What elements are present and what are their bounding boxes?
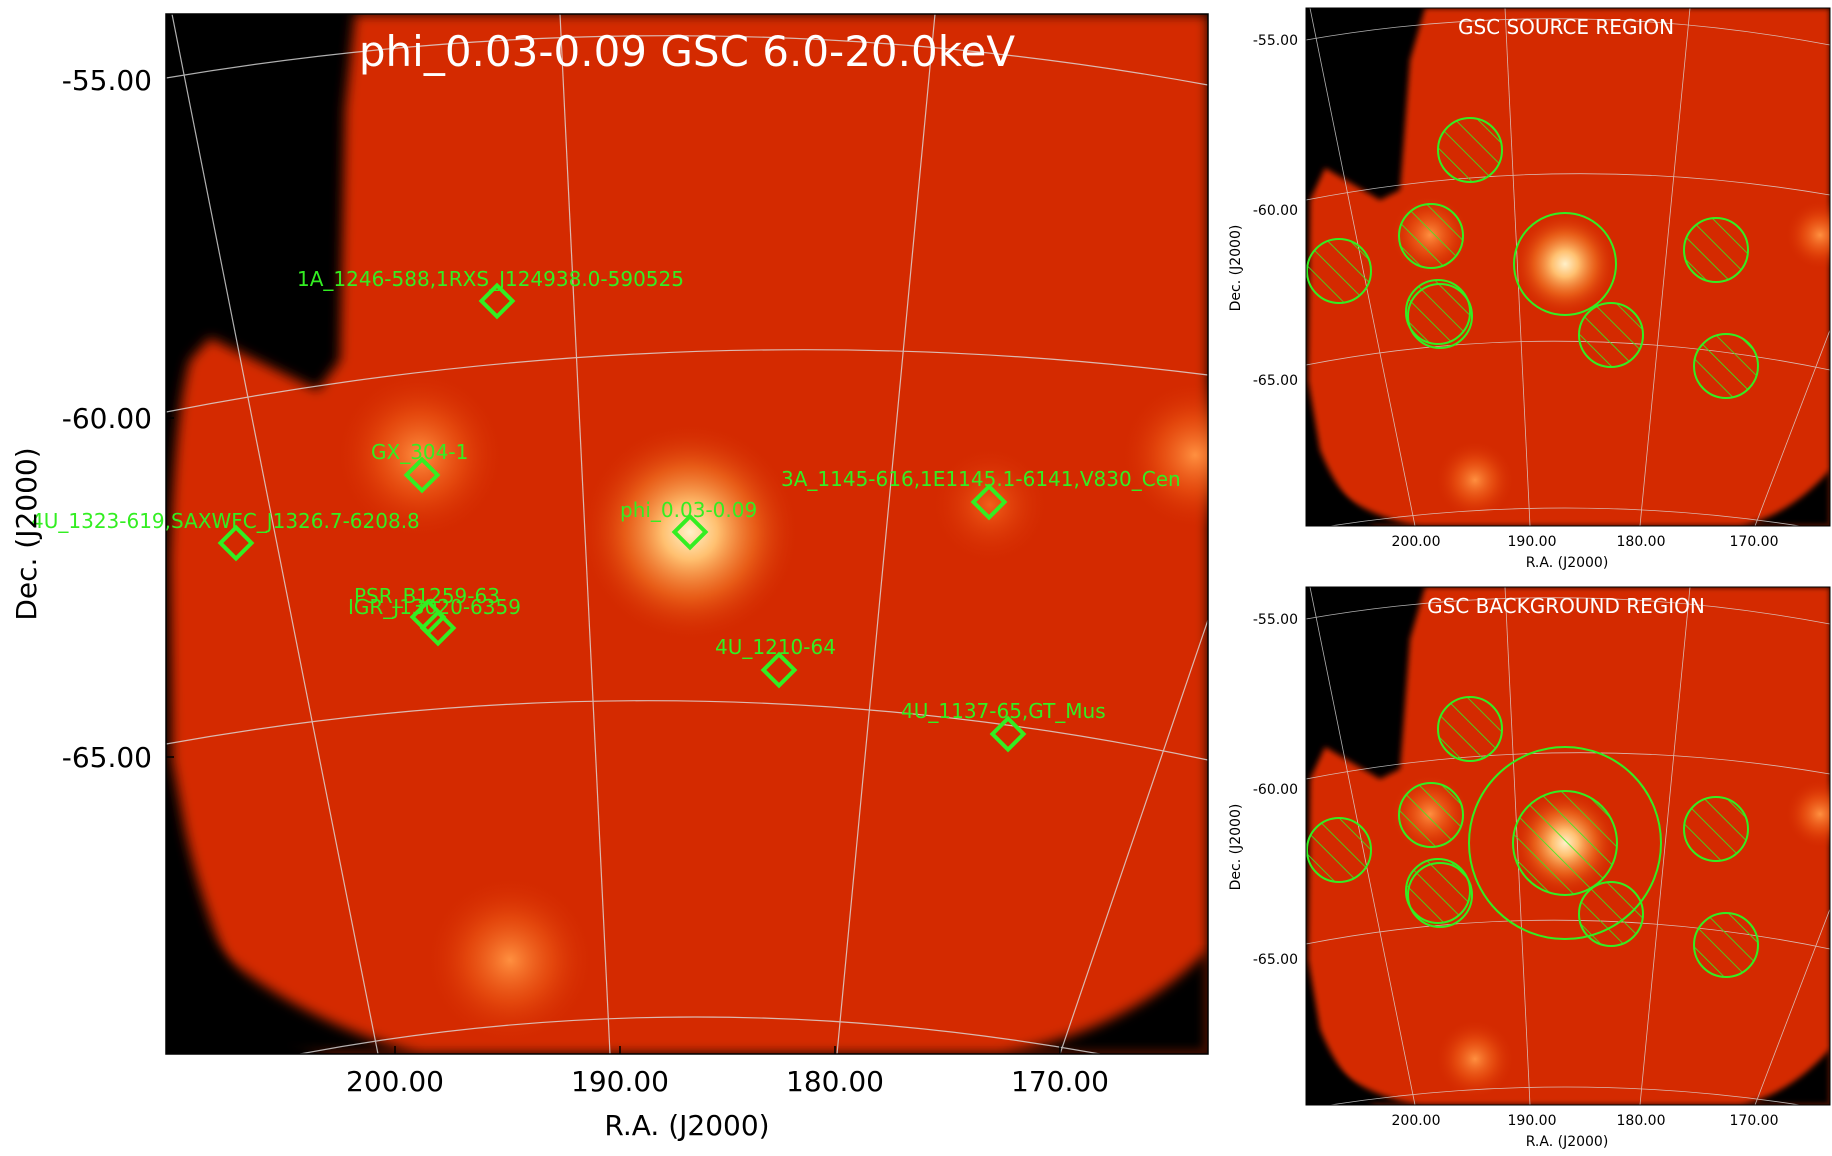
source-label: 4U_1210-64: [715, 635, 836, 659]
hatched-exclusion-circle: [1683, 217, 1749, 283]
source-markers: [217, 282, 1027, 753]
y-tick-label: -65.00: [1253, 952, 1298, 968]
main-plot-frame: [165, 13, 1209, 1055]
diffuse-emission: [335, 370, 1208, 1045]
source-region-circles: [1306, 117, 1759, 399]
x-tick-label: 180.00: [786, 1065, 884, 1098]
source-label: IGR_J13020-6359: [348, 595, 521, 619]
main-x-tick-labels: 200.00 190.00 180.00 170.00: [346, 1065, 1109, 1098]
exclusion-circle-overlap: [1407, 862, 1473, 928]
y-tick-label: -60.00: [1253, 782, 1298, 798]
gx304-glow: [335, 370, 505, 540]
hatched-exclusion-circle: [1405, 279, 1471, 345]
hatched-exclusion-circle: [1398, 782, 1464, 848]
source-labels: 1A_1246-588,1RXS_J124938.0-590525 GX_304…: [31, 267, 1181, 723]
source-marker: [419, 609, 457, 647]
hatched-exclusion-circle: [1437, 117, 1503, 183]
main-y-tick-labels: -55.00 -60.00 -65.00: [62, 64, 152, 774]
source-y-axis-label: Dec. (J2000): [1228, 225, 1244, 312]
y-tick-label: -65.00: [1253, 373, 1298, 389]
source-x-axis-label: R.A. (J2000): [1526, 555, 1609, 571]
y-tick-label: -60.00: [62, 402, 152, 435]
source-label: PSR_B1259-63: [354, 584, 500, 608]
main-x-axis-label: R.A. (J2000): [604, 1109, 769, 1142]
main-ticks: [166, 79, 1061, 1054]
hatched-exclusion-circle: [1693, 333, 1759, 399]
x-tick-label: 180.00: [1617, 1113, 1666, 1129]
hatched-exclusion-circle: [1405, 858, 1471, 924]
source-panel-title: GSC SOURCE REGION: [1458, 15, 1674, 39]
source-marker: [217, 524, 255, 562]
x-tick-label: 200.00: [1392, 534, 1441, 550]
source-marker: [989, 715, 1027, 753]
x-tick-label: 170.00: [1011, 1065, 1109, 1098]
edge-source-glow: [1120, 380, 1208, 530]
x-tick-label: 200.00: [1392, 1113, 1441, 1129]
source-marker: [970, 483, 1008, 521]
hatched-exclusion-circle: [1578, 302, 1644, 368]
hatched-exclusion-circle: [1683, 796, 1749, 862]
source-label: 4U_1323-619,SAXWFC_J1326.7-6208.8: [31, 509, 420, 533]
source-label: 3A_1145-616,1E1145.1-6141,V830_Cen: [781, 467, 1181, 491]
y-tick-label: -65.00: [62, 741, 152, 774]
source-region-circle: [1513, 212, 1617, 316]
source-marker: [671, 513, 709, 551]
hatched-source-exclusion: [1512, 790, 1618, 896]
source-label: GX_304-1: [371, 440, 468, 464]
main-y-axis-label: Dec. (J2000): [10, 447, 43, 620]
exclusion-circle-overlap: [1407, 283, 1473, 349]
y-tick-label: -55.00: [1253, 612, 1298, 628]
x-tick-label: 200.00: [346, 1065, 444, 1098]
source-marker: [478, 282, 516, 320]
x-tick-label: 190.00: [571, 1065, 669, 1098]
hatched-exclusion-circle: [1693, 912, 1759, 978]
x-tick-label: 190.00: [1508, 1113, 1557, 1129]
source-label: 1A_1246-588,1RXS_J124938.0-590525: [297, 267, 684, 291]
x-tick-label: 170.00: [1730, 1113, 1779, 1129]
source-label: 4U_1137-65,GT_Mus: [901, 699, 1106, 723]
background-x-tick-labels: 200.00 190.00 180.00 170.00: [1392, 1113, 1779, 1129]
source-y-tick-labels: -55.00 -60.00 -65.00: [1253, 33, 1298, 389]
bright-source-glow: [580, 422, 800, 642]
source-label: phi_0.03-0.09: [620, 498, 757, 522]
source-marker: [403, 456, 441, 494]
y-tick-label: -55.00: [1253, 33, 1298, 49]
lower-source-glow: [425, 875, 595, 1045]
background-y-axis-label: Dec. (J2000): [1228, 804, 1244, 891]
hatched-exclusion-circle: [1306, 817, 1372, 883]
background-region-circles: [1306, 696, 1759, 978]
x-tick-label: 180.00: [1617, 534, 1666, 550]
hatched-exclusion-circle: [1306, 238, 1372, 304]
background-region-panel: GSC BACKGROUND REGION -55.00 -60.00 -65.…: [1228, 586, 1831, 1150]
x-tick-label: 190.00: [1508, 534, 1557, 550]
background-x-axis-label: R.A. (J2000): [1526, 1134, 1609, 1150]
background-annulus-outer: [1468, 746, 1662, 940]
y-tick-label: -60.00: [1253, 203, 1298, 219]
source-x-tick-labels: 200.00 190.00 180.00 170.00: [1392, 534, 1779, 550]
background-panel-title: GSC BACKGROUND REGION: [1427, 594, 1705, 618]
hatched-exclusion-circle: [1437, 696, 1503, 762]
x-tick-label: 170.00: [1730, 534, 1779, 550]
main-panel: 1A_1246-588,1RXS_J124938.0-590525 GX_304…: [10, 13, 1209, 1142]
source-marker: [409, 598, 447, 636]
background-panel-frame: [1305, 586, 1831, 1106]
source-region-panel: GSC SOURCE REGION -55.00 -60.00 -65.00 2…: [1228, 7, 1831, 571]
coordinate-grid: [166, 14, 1208, 1054]
faint-glow: [930, 445, 1050, 565]
hatched-exclusion-circle: [1578, 881, 1644, 947]
hatched-exclusion-circle: [1398, 203, 1464, 269]
y-tick-label: -55.00: [62, 64, 152, 97]
background-y-tick-labels: -55.00 -60.00 -65.00: [1253, 612, 1298, 968]
source-panel-frame: [1305, 7, 1831, 527]
source-marker: [760, 651, 798, 689]
main-title: phi_0.03-0.09 GSC 6.0-20.0keV: [359, 27, 1015, 76]
